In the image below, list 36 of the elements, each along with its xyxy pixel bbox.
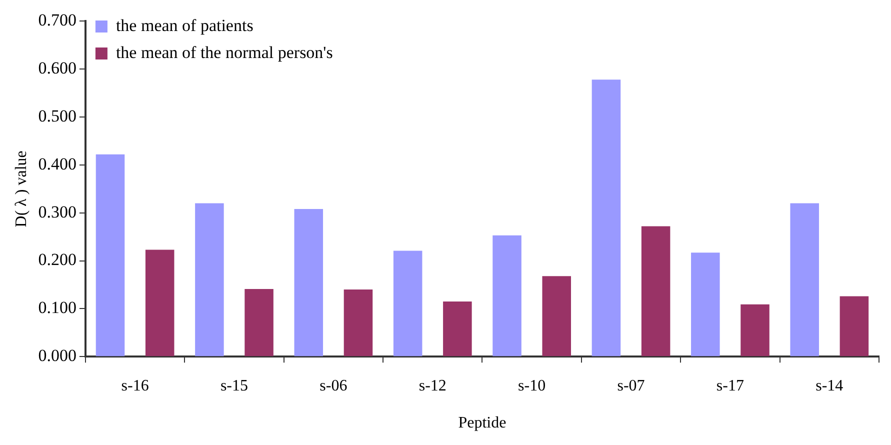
y-tick-label: 0.000 — [38, 346, 76, 366]
bar — [592, 80, 621, 356]
x-axis-title: Peptide — [458, 414, 506, 432]
bar — [96, 154, 125, 356]
y-tick-label: 0.400 — [38, 154, 76, 174]
bar — [443, 302, 472, 356]
y-tick-label: 0.300 — [38, 202, 76, 222]
legend-label: the mean of the normal person's — [116, 42, 333, 62]
bar — [244, 289, 274, 356]
x-tick-label: s-10 — [518, 377, 546, 394]
x-tick-label: s-17 — [716, 377, 744, 394]
bar — [195, 203, 224, 356]
x-tick-label: s-06 — [320, 377, 348, 394]
y-tick-label: 0.700 — [38, 10, 76, 30]
bar — [344, 290, 373, 356]
x-tick-label: s-16 — [121, 377, 149, 394]
bar — [840, 296, 869, 356]
y-tick-label: 0.200 — [38, 250, 76, 270]
x-tick-label: s-14 — [816, 377, 844, 394]
bar — [145, 250, 174, 356]
bar — [492, 235, 522, 356]
y-axis-title: D( λ ) value — [12, 150, 30, 228]
x-tick-label: s-15 — [220, 377, 248, 394]
x-tick-label: s-07 — [617, 377, 645, 394]
bar — [740, 304, 770, 356]
y-tick-label: 0.100 — [38, 298, 76, 318]
bar — [294, 209, 324, 356]
x-tick-label: s-12 — [418, 377, 446, 394]
bar — [542, 276, 572, 356]
y-tick-label: 0.600 — [38, 58, 76, 78]
bar — [393, 250, 422, 356]
legend-label: the mean of patients — [116, 16, 254, 35]
bar — [691, 252, 720, 356]
y-tick-label: 0.500 — [38, 106, 76, 126]
bar — [790, 203, 819, 356]
bar — [641, 226, 670, 356]
